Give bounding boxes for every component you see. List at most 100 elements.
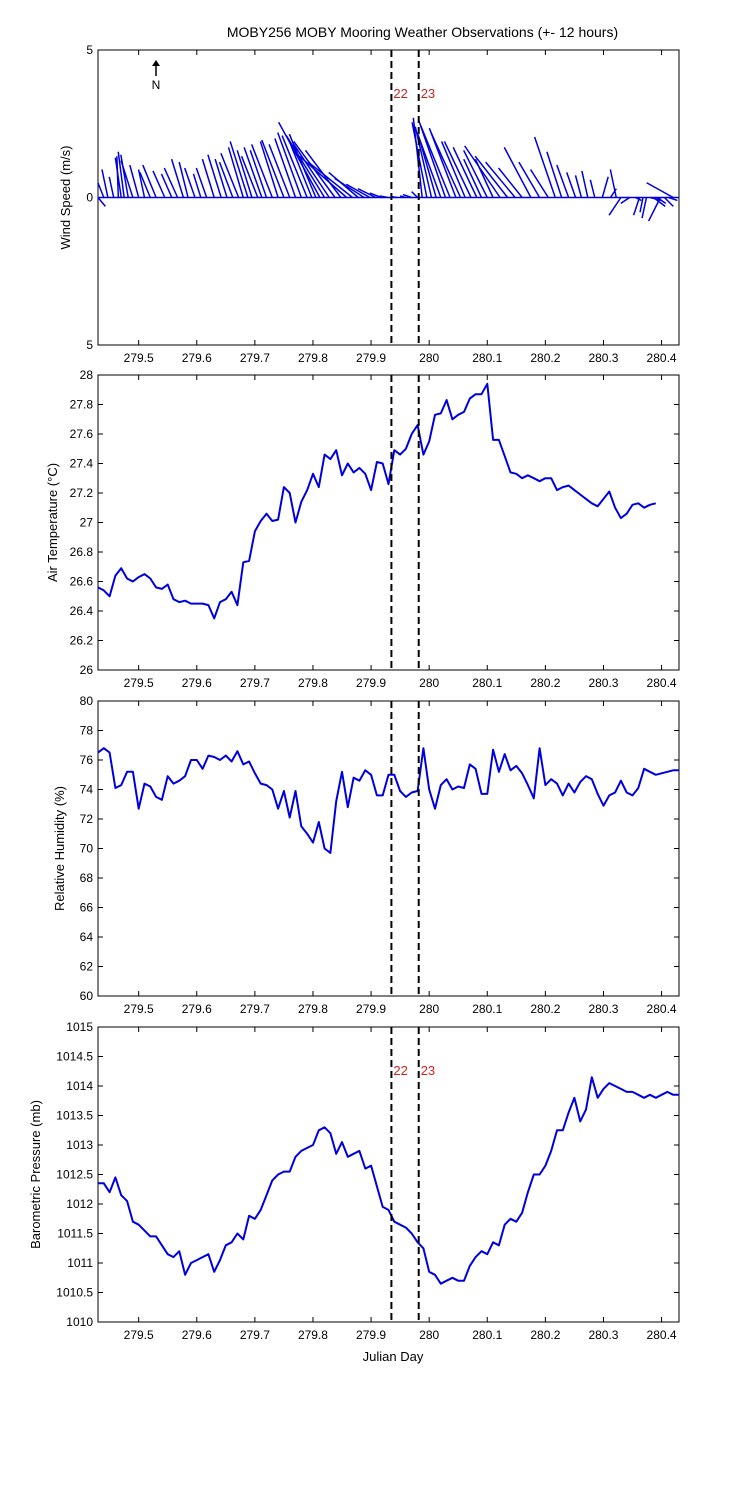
y-tick-label: 1013.5 (56, 1109, 93, 1123)
panel-4: 279.5 279.6 279.7 279.8 279.9 280 280.1 280.2 28… (28, 1020, 680, 1342)
axes-box (97, 700, 680, 997)
y-tick-label: 0 (86, 191, 93, 205)
wind-vector (97, 182, 105, 198)
north-arrow-head (152, 60, 160, 66)
x-tick-label: 280 (419, 1328, 439, 1342)
y-tick-label: 27.8 (70, 398, 94, 412)
x-tick-label: 279.5 (124, 351, 154, 365)
y-tick-label: 26.6 (70, 575, 94, 589)
x-tick-label: 280.2 (530, 676, 560, 690)
y-tick-label: 1011.5 (57, 1227, 93, 1241)
wind-vector (656, 196, 667, 205)
wind-vector (192, 173, 202, 198)
x-tick-label: 279.5 (124, 1002, 154, 1016)
wind-vector (227, 147, 244, 198)
wind-vector (609, 169, 617, 198)
y-tick-label: 1015 (66, 1020, 93, 1034)
series-line (97, 747, 679, 854)
wind-vector (474, 155, 509, 198)
wind-vector (139, 172, 151, 198)
wind-vector (240, 155, 259, 198)
wind-vector (452, 147, 478, 198)
x-tick-label: 280 (419, 1002, 439, 1016)
wind-vector (529, 169, 549, 198)
panel-2: 279.5 279.6 279.7 279.8 279.9 280 280.1 280.2 28… (45, 368, 680, 690)
y-tick-label: 78 (80, 724, 94, 738)
panel-3: 279.5 279.6 279.7 279.8 279.9 280 280.1 280.2 28… (52, 694, 680, 1016)
y-tick-label: 1012.5 (56, 1168, 93, 1182)
x-tick-label: 279.8 (298, 1328, 328, 1342)
x-tick-label: 280.4 (647, 676, 677, 690)
wind-vector (641, 197, 648, 219)
wind-vector (646, 182, 674, 199)
x-tick-label: 279.8 (298, 1002, 328, 1016)
x-tick-label: 280 (419, 676, 439, 690)
y-tick-label: 1014.5 (56, 1050, 93, 1064)
time-marker-label: 23 (421, 1063, 435, 1078)
x-tick-label: 280.2 (530, 1002, 560, 1016)
wind-vector (277, 121, 321, 198)
x-tick-label: 280.1 (472, 676, 502, 690)
wind-vector (668, 196, 678, 202)
wind-vector (566, 172, 577, 198)
y-tick-label: 27 (80, 516, 94, 530)
wind-vector (108, 176, 115, 198)
wind-vector (170, 158, 185, 198)
wind-vector (274, 138, 297, 198)
wind-vector (379, 195, 389, 199)
y-tick-label: 1013 (66, 1138, 93, 1152)
wind-vector (129, 164, 140, 198)
wind-vector (220, 152, 240, 198)
y-axis-label: Air Temperature (°C) (45, 463, 60, 582)
wind-vector (97, 197, 106, 207)
wind-vector (160, 173, 173, 198)
y-tick-label: 1010.5 (56, 1286, 93, 1300)
y-tick-label: 68 (80, 871, 94, 885)
wind-vector (101, 169, 109, 198)
wind-vector (463, 158, 483, 198)
y-tick-label: 66 (80, 901, 94, 915)
y-tick-label: 1010 (66, 1315, 93, 1329)
wind-vector (581, 170, 589, 198)
wind-vector (546, 151, 563, 198)
time-marker-label: 22 (393, 1063, 407, 1078)
x-tick-label: 279.6 (182, 351, 212, 365)
wind-vector (620, 196, 631, 205)
x-tick-label: 279.6 (182, 1328, 212, 1342)
wind-vector (114, 157, 122, 198)
x-tick-label: 279.7 (240, 676, 270, 690)
y-tick-label: 26.2 (70, 634, 94, 648)
x-tick-label: 280.1 (472, 351, 502, 365)
y-tick-label: 26 (80, 663, 94, 677)
wind-vector (334, 177, 365, 199)
x-tick-label: 279.9 (356, 1328, 386, 1342)
y-tick-label: 27.2 (70, 486, 94, 500)
x-tick-label: 280.1 (472, 1328, 502, 1342)
y-tick-label: 5 (86, 43, 93, 57)
wind-vector (142, 164, 157, 198)
wind-vector (440, 141, 466, 198)
y-tick-label: 62 (80, 960, 94, 974)
wind-vector (601, 176, 609, 198)
axes-box (97, 374, 680, 671)
y-tick-label: 27.4 (70, 457, 94, 471)
y-tick-label: 72 (80, 812, 94, 826)
wind-vector (277, 132, 303, 198)
x-tick-label: 280.4 (647, 1328, 677, 1342)
x-tick-label: 280.4 (647, 1002, 677, 1016)
wind-vector (589, 179, 596, 198)
wind-vector (178, 161, 189, 198)
x-tick-label: 279.8 (298, 351, 328, 365)
y-tick-label: 80 (80, 694, 94, 708)
x-tick-label: 279.9 (356, 351, 386, 365)
wind-vector (218, 161, 234, 198)
y-axis-label: Wind Speed (m/s) (58, 145, 73, 249)
y-tick-label: 70 (80, 842, 94, 856)
y-tick-label: 28 (80, 368, 94, 382)
y-tick-label: 74 (80, 783, 94, 797)
wind-vector (518, 161, 541, 198)
wind-vector (249, 150, 268, 198)
x-tick-label: 279.7 (240, 351, 270, 365)
wind-vector (152, 170, 166, 198)
